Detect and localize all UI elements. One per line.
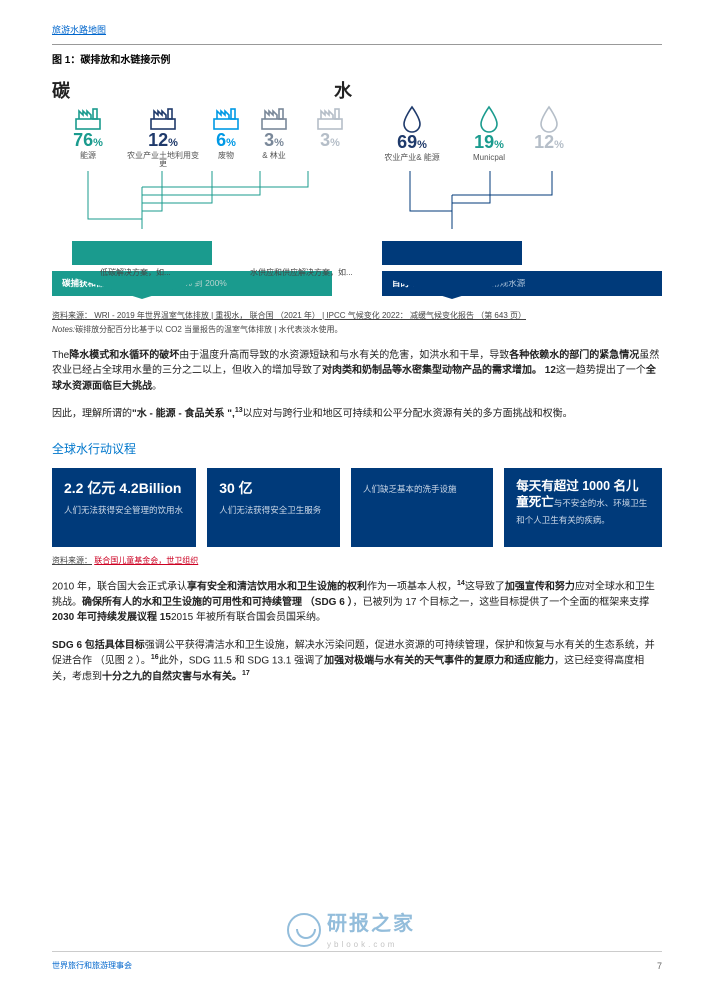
paragraph-1: The降水模式和水循环的破坏由于温度升高而导致的水资源短缺和与水有关的危害，如洪… <box>52 348 662 395</box>
water-item: 19% Municpal <box>454 105 524 170</box>
section-title: 全球水行动议程 <box>52 440 662 458</box>
caption-left: 低碳解决方案，如... <box>100 267 171 279</box>
source2-link[interactable]: 联合国儿童基金会，世卫组织 <box>94 556 198 565</box>
source-line: 资料来源： WRI - 2019 年世界温室气体排放 | 重视水， 联合国 （2… <box>52 310 662 322</box>
notes-line: Notes:碳排放分配百分比基于以 CO2 当量报告的温室气体排放 | 水代表淡… <box>52 324 662 336</box>
arrow-left <box>72 277 212 299</box>
factory-icon <box>259 105 289 131</box>
footer: 世界旅行和旅游理事会 7 <box>52 951 662 974</box>
source-2: 资料来源： 联合国儿童基金会，世卫组织 <box>52 555 662 567</box>
connector-lines <box>52 171 662 241</box>
factory-icon <box>315 105 345 131</box>
watermark-icon <box>287 913 321 947</box>
carbon-item: 12% 农业产业土地利用变更 <box>124 105 202 170</box>
stat-box: 人们缺乏基本的洗手设施 <box>351 468 493 547</box>
water-item: 12% <box>524 105 574 170</box>
figure-title: 图 1：碳排放和水链接示例 <box>52 53 662 68</box>
carbon-label: 碳 <box>52 81 70 101</box>
carbon-item: 6% 废物 <box>202 105 250 170</box>
carbon-water-chart: 碳 水 76% 能源 12% 农业产业土地利用变更 6% 废物 3% & 林业 3… <box>52 78 662 296</box>
carbon-item: 3% & 林业 <box>250 105 298 170</box>
stat-box: 每天有超过 1000 名儿童死亡与不安全的水、环境卫生和个人卫生有关的疾病。 <box>504 468 662 547</box>
footer-left: 世界旅行和旅游理事会 <box>52 960 132 972</box>
paragraph-4: SDG 6 包括具体目标强调公平获得清洁水和卫生设施，解决水污染问题，促进水资源… <box>52 638 662 685</box>
water-item: 69% 农业产业& 能源 <box>370 105 454 170</box>
stat-row: 2.2 亿元 4.2Billion人们无法获得安全管理的饮用水30 亿人们无法获… <box>52 468 662 547</box>
paragraph-3: 2010 年，联合国大会正式承认享有安全和清洁饮用水和卫生设施的权利作为一项基本… <box>52 579 662 626</box>
header-link: 旅游水路地图 <box>52 24 662 38</box>
factory-icon <box>211 105 241 131</box>
drop-icon <box>538 105 560 133</box>
carbon-item: 3% <box>298 105 362 170</box>
factory-icon <box>148 105 178 131</box>
water-label: 水 <box>334 81 352 101</box>
drop-icon <box>478 105 500 133</box>
drop-icon <box>401 105 423 133</box>
paragraph-2: 因此，理解所谓的"水 - 能源 - 食品关系 ",13以应对与跨行业和地区可持续… <box>52 406 662 422</box>
factory-icon <box>73 105 103 131</box>
caption-right: 水供应和供应解决方案，如... <box>250 267 353 279</box>
page-number: 7 <box>657 960 662 974</box>
carbon-item: 76% 能源 <box>52 105 124 170</box>
stat-box: 30 亿人们无法获得安全卫生服务 <box>207 468 340 547</box>
arrow-right <box>382 277 522 299</box>
watermark: 研报之家 yblook.com <box>287 909 415 951</box>
stat-box: 2.2 亿元 4.2Billion人们无法获得安全管理的饮用水 <box>52 468 196 547</box>
